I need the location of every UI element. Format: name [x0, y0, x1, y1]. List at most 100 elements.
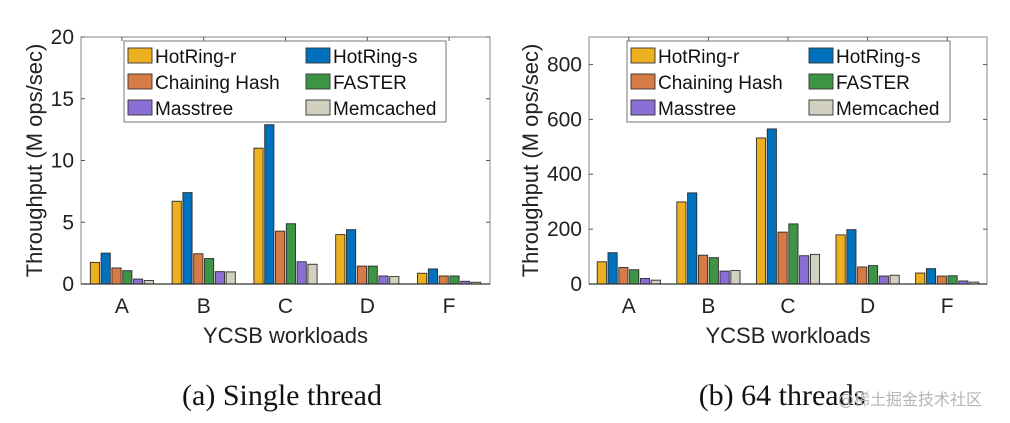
- bar-hotring-s-d: [346, 229, 357, 285]
- legend-label: HotRing-r: [658, 47, 740, 68]
- x-axis-label: YCSB workloads: [203, 323, 368, 348]
- y-axis-label: Throughput (M ops/sec): [22, 44, 47, 278]
- legend-swatch: [127, 47, 153, 64]
- legend-item: FASTER: [305, 73, 407, 94]
- legend-label: Masstree: [658, 99, 736, 120]
- figure-caption: (a) Single thread: [182, 379, 382, 412]
- bar-hotring-r-a: [89, 261, 100, 285]
- legend-label: Masstree: [155, 99, 233, 120]
- legend-swatch: [127, 99, 153, 116]
- bar-hotring-s-f: [427, 268, 438, 285]
- y-tick-label: 10: [51, 150, 74, 173]
- bar-hotring-r-d: [335, 234, 346, 285]
- bar-masstree-c: [799, 255, 810, 285]
- legend-swatch: [808, 99, 834, 116]
- bar-hotring-s-c: [766, 128, 777, 285]
- y-axis-label: Throughput (M ops/sec): [518, 44, 543, 278]
- bar-hotring-s-d: [846, 229, 857, 285]
- bar-hotring-r-b: [676, 201, 687, 285]
- figure-caption: (b) 64 threads: [699, 379, 866, 412]
- bar-chaining-hash-c: [275, 230, 286, 285]
- bar-memcached-d: [389, 276, 400, 285]
- legend-label: Memcached: [836, 99, 940, 120]
- chart-64-threads: 0 200 400 600 800 A B C D F YCSB workloads Throughp…: [518, 36, 988, 412]
- y-tick-label: 20: [51, 26, 74, 49]
- bar-hotring-s-a: [100, 252, 111, 285]
- x-tick-label: A: [622, 295, 636, 318]
- x-tick-label: B: [197, 295, 211, 318]
- legend-label: FASTER: [333, 73, 407, 94]
- bar-faster-b: [204, 258, 215, 285]
- legend: HotRing-r HotRing-s Chaining Hash FASTER Mas…: [123, 40, 447, 123]
- legend-swatch: [127, 73, 153, 90]
- bar-hotring-s-b: [687, 192, 698, 285]
- bar-hotring-r-b: [171, 200, 182, 285]
- x-tick-label: C: [780, 295, 795, 318]
- legend-item: Masstree: [127, 99, 233, 120]
- bar-hotring-r-d: [835, 234, 846, 285]
- bar-faster-f: [449, 275, 460, 285]
- legend-swatch: [808, 47, 834, 64]
- x-tick-label: C: [278, 295, 293, 318]
- legend-swatch: [305, 47, 331, 64]
- legend-label: HotRing-s: [333, 47, 417, 68]
- bar-masstree-b: [719, 270, 730, 285]
- bar-memcached-c: [307, 263, 318, 285]
- bar-masstree-d: [878, 275, 889, 285]
- y-tick-label: 400: [547, 163, 582, 186]
- legend-swatch: [630, 99, 656, 116]
- bar-chaining-hash-b: [697, 254, 709, 285]
- legend-swatch: [808, 73, 834, 90]
- x-tick-label: B: [701, 295, 715, 318]
- legend-item: Masstree: [630, 99, 736, 120]
- x-tick-label: F: [941, 295, 954, 318]
- legend-label: FASTER: [836, 73, 910, 94]
- legend-item: HotRing-r: [630, 47, 740, 68]
- bar-hotring-s-a: [607, 252, 618, 285]
- bar-chaining-hash-d: [356, 265, 367, 285]
- bar-masstree-d: [378, 275, 389, 285]
- bar-hotring-s-c: [264, 124, 275, 285]
- x-tick-label: F: [443, 295, 456, 318]
- legend-swatch: [630, 47, 656, 64]
- bar-masstree-c: [296, 261, 307, 285]
- legend-item: Chaining Hash: [127, 73, 280, 94]
- legend-box: [123, 40, 447, 123]
- bar-hotring-r-c: [755, 137, 767, 285]
- bar-chaining-hash-f: [438, 275, 449, 285]
- legend-label: Chaining Hash: [155, 73, 280, 94]
- bar-hotring-s-f: [925, 268, 937, 285]
- bar-hotring-r-a: [596, 261, 607, 285]
- y-tick-label: 600: [547, 108, 582, 131]
- bar-faster-a: [122, 270, 133, 285]
- bar-chaining-hash-a: [618, 267, 629, 285]
- bar-memcached-d: [889, 274, 900, 285]
- bar-hotring-r-f: [417, 272, 428, 285]
- legend-item: HotRing-s: [305, 47, 417, 68]
- legend-item: Memcached: [305, 99, 437, 120]
- bar-memcached-b: [225, 271, 236, 285]
- y-tick-label: 15: [51, 88, 74, 111]
- y-tick-label: 5: [62, 211, 74, 234]
- bar-hotring-s-b: [182, 192, 193, 285]
- watermark: @稀土掘金技术社区: [838, 390, 982, 409]
- bar-faster-c: [285, 223, 296, 285]
- bar-chaining-hash-f: [936, 275, 947, 285]
- legend-item: Chaining Hash: [630, 73, 783, 94]
- bar-faster-a: [629, 269, 640, 285]
- bar-masstree-b: [214, 271, 225, 285]
- x-axis-label: YCSB workloads: [705, 323, 870, 348]
- bar-faster-d: [367, 265, 378, 285]
- legend-swatch: [305, 99, 331, 116]
- x-tick-label: A: [115, 295, 129, 318]
- bar-hotring-r-c: [253, 147, 264, 285]
- legend-item: Memcached: [808, 99, 940, 120]
- bar-hotring-r-f: [915, 272, 926, 285]
- bar-faster-f: [947, 275, 958, 285]
- bar-masstree-a: [133, 278, 144, 285]
- legend-label: HotRing-s: [836, 47, 920, 68]
- legend-swatch: [630, 73, 656, 90]
- y-tick-label: 0: [570, 273, 582, 296]
- legend-label: HotRing-r: [155, 47, 237, 68]
